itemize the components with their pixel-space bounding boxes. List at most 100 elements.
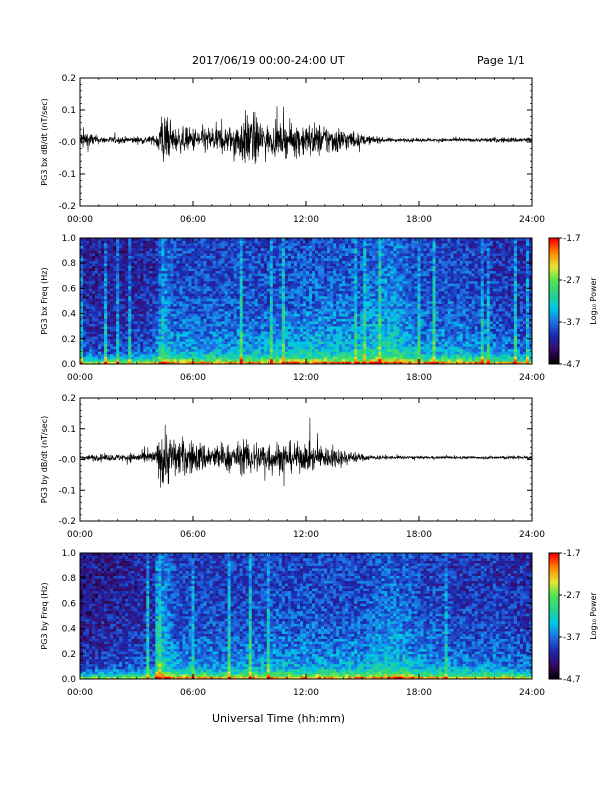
spectrogram-cell	[372, 328, 376, 332]
spectrogram-cell	[167, 265, 171, 269]
spectrogram-cell	[206, 346, 210, 350]
spectrogram-cell	[354, 238, 358, 241]
spectrogram-cell	[152, 290, 156, 294]
spectrogram-cell	[290, 343, 295, 347]
spectrogram-cell	[254, 290, 259, 294]
spectrogram-cell	[309, 313, 313, 317]
spectrogram-cell	[161, 265, 165, 269]
spectrogram-cell	[119, 258, 123, 261]
spectrogram-cell	[272, 288, 277, 292]
spectrogram-cell	[342, 338, 346, 342]
spectrogram-cell	[194, 240, 198, 244]
spectrogram-cell	[212, 270, 216, 274]
spectrogram-cell	[215, 303, 219, 307]
spectrogram-cell	[369, 253, 373, 256]
spectrogram-cell	[95, 303, 99, 307]
spectrogram-cell	[83, 311, 87, 314]
spectrogram-cell	[281, 328, 286, 332]
spectrogram-cell	[155, 358, 159, 362]
spectrogram-cell	[161, 285, 165, 289]
spectrogram-cell	[131, 265, 135, 269]
spectrogram-cell	[170, 238, 174, 241]
spectrogram-cell	[179, 348, 183, 352]
spectrogram-cell	[312, 250, 316, 254]
spectrogram-cell	[369, 280, 373, 284]
spectrogram-cell	[125, 341, 129, 345]
spectrogram-cell	[302, 270, 307, 274]
spectrogram-cell	[299, 303, 304, 307]
spectrogram-cell	[155, 303, 159, 307]
spectrogram-cell	[318, 308, 322, 312]
spectrogram-cell	[125, 290, 129, 294]
spectrogram-cell	[369, 260, 373, 264]
spectrogram-cell	[149, 275, 153, 279]
y-tick-label: -0.1	[58, 170, 76, 180]
spectrogram-cell	[107, 336, 111, 340]
spectrogram-cell	[290, 263, 295, 267]
spectrogram-cell	[327, 245, 331, 249]
spectrogram-cell	[366, 255, 370, 259]
spectrogram-cell	[110, 255, 114, 259]
spectrogram-cell	[242, 331, 247, 335]
spectrogram-cell	[354, 268, 358, 272]
spectrogram-cell	[233, 336, 237, 340]
spectrogram-cell	[278, 250, 283, 254]
spectrogram-cell	[315, 245, 319, 249]
spectrogram-cell	[182, 318, 186, 322]
spectrogram-cell	[209, 323, 213, 327]
spectrogram-cell	[209, 280, 213, 284]
spectrogram-cell	[89, 308, 93, 312]
spectrogram-cell	[309, 273, 313, 277]
spectrogram-cell	[330, 351, 334, 355]
spectrogram-cell	[167, 323, 171, 327]
spectrogram-cell	[122, 348, 126, 352]
spectrogram-cell	[149, 245, 153, 249]
spectrogram-cell	[296, 255, 301, 259]
spectrogram-cell	[104, 301, 108, 304]
spectrogram-cell	[197, 243, 201, 246]
spectrogram-cell	[185, 268, 189, 272]
spectrogram-cell	[248, 326, 253, 330]
spectrogram-cell	[293, 278, 298, 282]
spectrogram-cell	[330, 308, 334, 312]
spectrogram-cell	[80, 275, 84, 279]
spectrogram-cell	[275, 306, 280, 309]
spectrogram-cell	[281, 316, 286, 319]
spectrogram-cell	[110, 336, 114, 340]
spectrogram-cell	[248, 318, 253, 322]
spectrogram-cell	[146, 295, 150, 299]
spectrogram-cell	[80, 326, 84, 330]
spectrogram-cell	[176, 260, 180, 264]
spectrogram-cell	[200, 290, 204, 294]
spectrogram-cell	[89, 263, 93, 267]
spectrogram-cell	[137, 311, 141, 314]
spectrogram-cell	[345, 326, 349, 330]
spectrogram-cell	[330, 293, 334, 297]
spectrogram-cell	[125, 358, 129, 362]
spectrogram-cell	[188, 268, 192, 272]
spectrogram-cell	[263, 268, 268, 272]
spectrogram-cell	[203, 318, 207, 322]
spectrogram-cell	[194, 288, 198, 292]
spectrogram-cell	[348, 248, 352, 251]
spectrogram-cell	[260, 353, 265, 357]
spectrogram-cell	[128, 238, 132, 241]
spectrogram-cell	[179, 278, 183, 282]
spectrogram-cell	[176, 265, 180, 269]
spectrogram-cell	[260, 341, 265, 345]
spectrogram-cell	[251, 283, 256, 287]
spectrogram-cell	[179, 313, 183, 317]
spectrogram-cell	[107, 303, 111, 307]
spectrogram-cell	[134, 341, 138, 345]
spectrogram-cell	[242, 356, 247, 360]
spectrogram-cell	[125, 323, 129, 327]
spectrogram-cell	[194, 313, 198, 317]
spectrogram-cell	[275, 321, 280, 324]
spectrogram-cell	[158, 328, 162, 332]
spectrogram-cell	[209, 341, 213, 345]
spectrogram-cell	[83, 240, 87, 244]
spectrogram-cell	[218, 321, 222, 324]
spectrogram-cell	[218, 311, 222, 314]
spectrogram-cell	[269, 311, 274, 314]
spectrogram-cell	[269, 356, 274, 360]
